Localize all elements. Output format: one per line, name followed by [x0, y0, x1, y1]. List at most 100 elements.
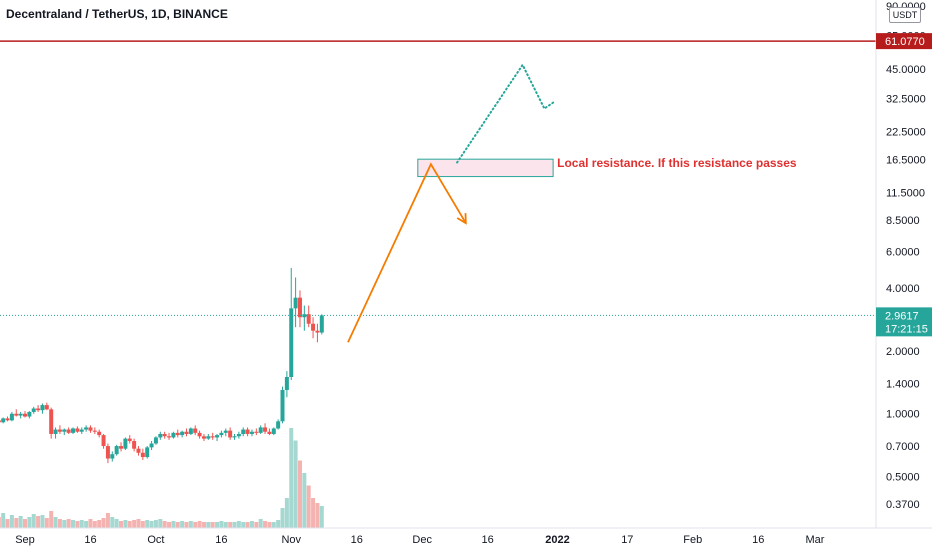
candle-body	[75, 428, 80, 432]
candle-body	[289, 308, 294, 378]
candle-body	[66, 429, 71, 433]
candle-body	[97, 431, 102, 436]
candle-body	[276, 421, 281, 429]
annotation-text: Local resistance. If this resistance pas…	[557, 156, 797, 170]
candle-body	[271, 428, 276, 434]
volume-bar	[162, 521, 167, 528]
volume-bar	[114, 519, 119, 528]
candlestick-series	[0, 267, 324, 464]
volume-bar	[215, 522, 220, 528]
price-tick-label: 4.0000	[886, 283, 920, 295]
volume-bar	[66, 519, 71, 528]
volume-bar	[49, 511, 54, 528]
volume-bar	[284, 498, 289, 528]
volume-bars	[0, 428, 324, 528]
volume-bar	[36, 516, 41, 528]
candle-body	[127, 438, 132, 442]
volume-bar	[171, 521, 176, 528]
candle-body	[241, 429, 246, 434]
volume-bar	[297, 460, 302, 528]
candle-body	[44, 405, 49, 410]
candle-body	[110, 454, 115, 459]
candle-body	[193, 428, 198, 433]
price-axis[interactable]: 90.000065.000045.000032.500022.500016.50…	[875, 0, 926, 528]
volume-bar	[110, 517, 115, 528]
candle-body	[215, 435, 220, 438]
candle-body	[18, 413, 23, 416]
price-tick-label: 8.5000	[886, 215, 920, 227]
candle-body	[167, 436, 172, 438]
chart-title: Decentraland / TetherUS, 1D, BINANCE	[6, 7, 228, 21]
candle-body	[62, 429, 67, 432]
price-tick-label: 2.0000	[886, 346, 920, 358]
volume-bar	[145, 520, 150, 528]
volume-bar	[263, 521, 268, 528]
drawing-overlays[interactable]	[0, 40, 876, 343]
candle-body	[88, 427, 93, 431]
time-tick-label: Feb	[683, 534, 702, 546]
current-price-tag	[876, 307, 932, 337]
candle-body	[315, 330, 320, 333]
volume-bar	[57, 519, 62, 528]
volume-bar	[236, 521, 241, 528]
volume-bar	[97, 520, 102, 528]
candle-body	[114, 446, 119, 455]
currency-unit-badge[interactable]: USDT	[889, 7, 921, 23]
time-tick-label: Dec	[412, 534, 432, 546]
volume-bar	[193, 522, 198, 528]
price-tick-label: 0.7000	[886, 441, 920, 453]
volume-bar	[127, 521, 132, 528]
candle-body	[158, 433, 163, 438]
time-tick-label: Mar	[806, 534, 825, 546]
candle-body	[40, 405, 45, 411]
volume-bar	[79, 520, 84, 528]
candle-body	[258, 427, 263, 433]
candle-body	[1, 418, 6, 423]
candle-body	[197, 432, 202, 437]
time-axis[interactable]: Sep 16 Oct 16 Nov 16 Dec 16 2022 17 Feb 16 Mar	[0, 527, 932, 546]
candle-body	[232, 436, 237, 438]
resistance-price-label: 61.0770	[885, 36, 925, 48]
volume-bar	[75, 521, 80, 528]
candle-body	[84, 427, 89, 430]
candle-body	[123, 438, 128, 449]
price-tick-label: 1.0000	[886, 409, 920, 421]
volume-bar	[184, 522, 189, 528]
resistance-price-tag	[876, 33, 932, 50]
candle-body	[311, 323, 316, 331]
volume-bar	[136, 519, 141, 528]
candle-body	[254, 431, 259, 433]
current-price-label: 2.9617	[885, 310, 919, 322]
candle-body	[9, 413, 14, 421]
price-tick-label: 32.5000	[886, 93, 926, 105]
candle-body	[206, 436, 211, 439]
candle-body	[293, 297, 298, 309]
volume-bar	[9, 515, 14, 528]
volume-bar	[123, 520, 128, 528]
projection-arrow-orange	[347, 162, 467, 343]
candle-body	[53, 429, 58, 434]
candle-body	[140, 452, 145, 458]
candle-body	[145, 447, 150, 458]
volume-bar	[101, 518, 106, 528]
time-tick-label: 16	[215, 534, 227, 546]
volume-bar	[302, 473, 307, 528]
volume-bar	[132, 520, 137, 528]
volume-bar	[158, 519, 163, 528]
volume-bar	[40, 515, 45, 528]
price-tick-label: 0.5000	[886, 472, 920, 484]
resistance-zone[interactable]: Local resistance. If this resistance pas…	[417, 156, 797, 178]
volume-bar	[197, 521, 202, 528]
volume-bar	[232, 522, 237, 528]
volume-bar	[249, 521, 254, 528]
volume-bar	[23, 519, 27, 528]
volume-bar	[188, 521, 193, 528]
candle-body	[175, 432, 180, 436]
time-tick-label: Oct	[147, 534, 164, 546]
price-tick-label: 45.0000	[886, 64, 926, 76]
volume-bar	[223, 522, 228, 528]
candle-body	[119, 446, 124, 449]
volume-bar	[228, 522, 233, 528]
price-tick-label: 6.0000	[886, 246, 920, 258]
